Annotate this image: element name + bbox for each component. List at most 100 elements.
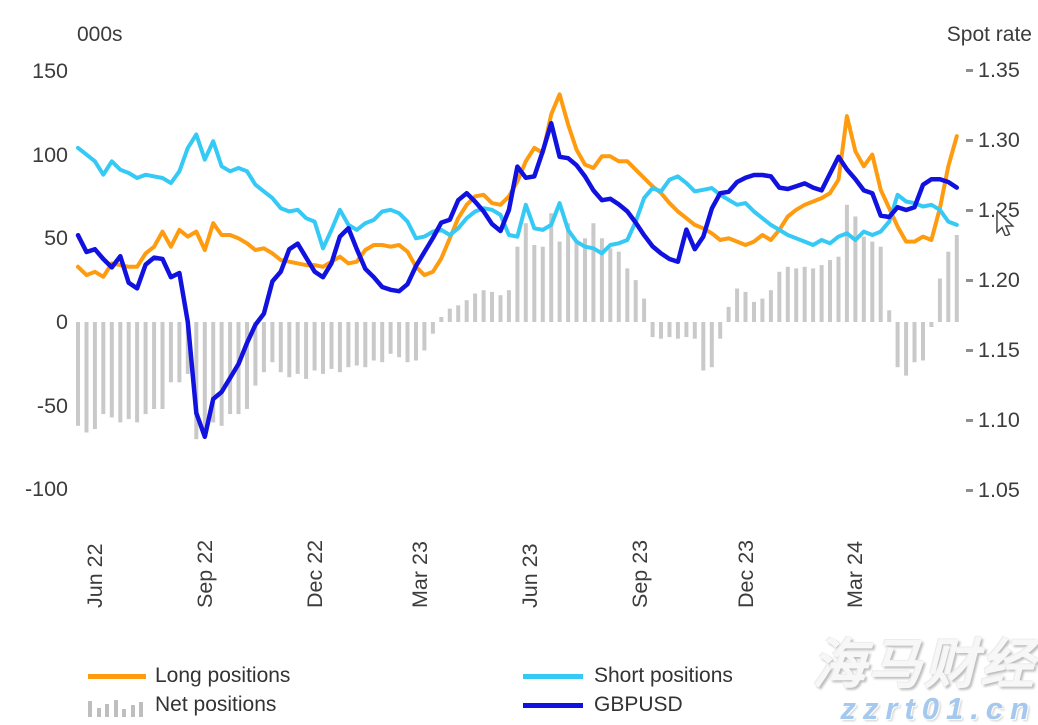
net-positions-bar [684, 322, 689, 338]
net-positions-bar [921, 322, 925, 361]
net-positions-bar [895, 322, 900, 368]
net-positions-bar [599, 238, 604, 322]
net-positions-bar [523, 223, 528, 322]
net-positions-bar [709, 322, 714, 368]
right-axis-tick-mark [966, 488, 973, 492]
net-positions-bar [312, 322, 317, 371]
short-positions-line [76, 132, 959, 256]
net-positions-bar [177, 322, 182, 383]
net-positions-bar [447, 308, 452, 322]
right-axis-tick-label: 1.15 [978, 338, 1020, 362]
legend-long-label: Long positions [155, 664, 291, 687]
net-positions-bar [887, 310, 892, 322]
net-positions-bar [701, 322, 706, 371]
net-positions-bar [557, 241, 562, 322]
net-icon-bar [96, 708, 101, 717]
net-positions-bar [937, 278, 942, 322]
net-icon-bar [113, 700, 118, 717]
net-positions-bar [194, 322, 199, 440]
net-positions-bar [92, 322, 97, 430]
net-icon-bar [139, 702, 143, 717]
legend: Long positions Net positions Short posit… [0, 655, 1038, 725]
net-positions-bar [692, 322, 697, 339]
left-axis-tick-label: 150 [32, 58, 68, 83]
right-axis-tick-label: 1.35 [978, 58, 1020, 82]
net-positions-bar [616, 251, 621, 322]
right-axis-tick-mark [966, 68, 973, 72]
legend-net-label: Net positions [155, 693, 277, 716]
net-positions-bar [380, 322, 385, 363]
net-positions-bar [566, 223, 571, 322]
left-axis-tick-label: 0 [56, 310, 68, 334]
net-positions-bar [760, 298, 765, 322]
net-positions-bar [464, 300, 469, 322]
net-positions-bar [591, 223, 596, 322]
net-positions-bar [109, 322, 114, 418]
net-positions-bar [168, 322, 173, 383]
left-axis-tick-label: -50 [36, 393, 68, 418]
net-positions-bar [498, 295, 503, 322]
net-positions-bar [650, 322, 655, 338]
net-positions-bar [295, 322, 300, 374]
net-positions-bar [245, 322, 249, 409]
net-positions-bar [354, 322, 359, 366]
net-positions-bar [506, 290, 511, 322]
net-positions-bar [473, 293, 478, 322]
plot-area [75, 92, 960, 440]
net-positions-bar [135, 322, 140, 423]
legend-short-label: Short positions [594, 664, 733, 687]
net-positions-bars-icon [88, 695, 148, 717]
net-positions-bar [211, 322, 216, 423]
net-positions-bar [397, 322, 402, 358]
net-positions-bar [371, 322, 376, 361]
net-positions-bar [768, 290, 773, 322]
right-axis-tick-mark [966, 348, 973, 352]
net-positions-bar [414, 322, 418, 361]
net-positions-bar [777, 271, 782, 322]
short-positions-line-swatch [523, 674, 583, 679]
net-positions-bar [278, 322, 283, 373]
legend-gbpusd-label: GBPUSD [594, 693, 683, 716]
net-positions-bar [675, 322, 680, 339]
gbpusd-line [75, 120, 960, 440]
net-positions-bar [219, 322, 224, 426]
net-positions-bar [143, 322, 148, 415]
net-positions-bar [118, 322, 123, 423]
net-positions-bar [228, 322, 233, 415]
net-positions-bar [811, 268, 816, 322]
net-positions-bar [430, 322, 435, 334]
net-positions-bar [270, 322, 275, 363]
left-axis-tick-label: 50 [44, 226, 68, 251]
net-positions-bar [439, 317, 444, 322]
net-positions-bar [456, 305, 461, 322]
net-positions-bar [422, 322, 427, 351]
net-positions-bar [912, 322, 917, 363]
net-positions-bar [802, 266, 807, 322]
net-positions-bar [625, 268, 630, 322]
long-positions-line-swatch [88, 674, 146, 679]
net-positions-bar [185, 322, 190, 374]
net-positions-bar [532, 245, 537, 322]
mouse-cursor-icon [996, 210, 1015, 236]
right-axis-title: Spot rate [946, 23, 1032, 46]
net-positions-bar [388, 322, 393, 354]
net-positions-bar [261, 322, 266, 373]
right-axis-tick-label: 1.05 [978, 478, 1020, 502]
gbpusd-line-swatch [523, 703, 583, 708]
right-axis-tick-mark [966, 278, 973, 282]
net-positions-bar [337, 322, 342, 373]
net-positions-bar [405, 322, 410, 363]
net-positions-bar [583, 238, 587, 322]
net-positions-bar [836, 256, 841, 322]
net-positions-bar [490, 291, 494, 322]
net-positions-bar [160, 322, 165, 409]
net-positions-bar [785, 266, 790, 322]
net-positions-bar [84, 322, 89, 433]
net-positions-bar [574, 241, 579, 322]
net-positions-bar [101, 322, 106, 415]
net-positions-bar [735, 288, 740, 322]
net-positions-bar [844, 204, 849, 322]
long-positions-line [76, 92, 959, 279]
left-axis-tick-label: 100 [32, 142, 68, 167]
net-positions-bar [540, 246, 545, 322]
